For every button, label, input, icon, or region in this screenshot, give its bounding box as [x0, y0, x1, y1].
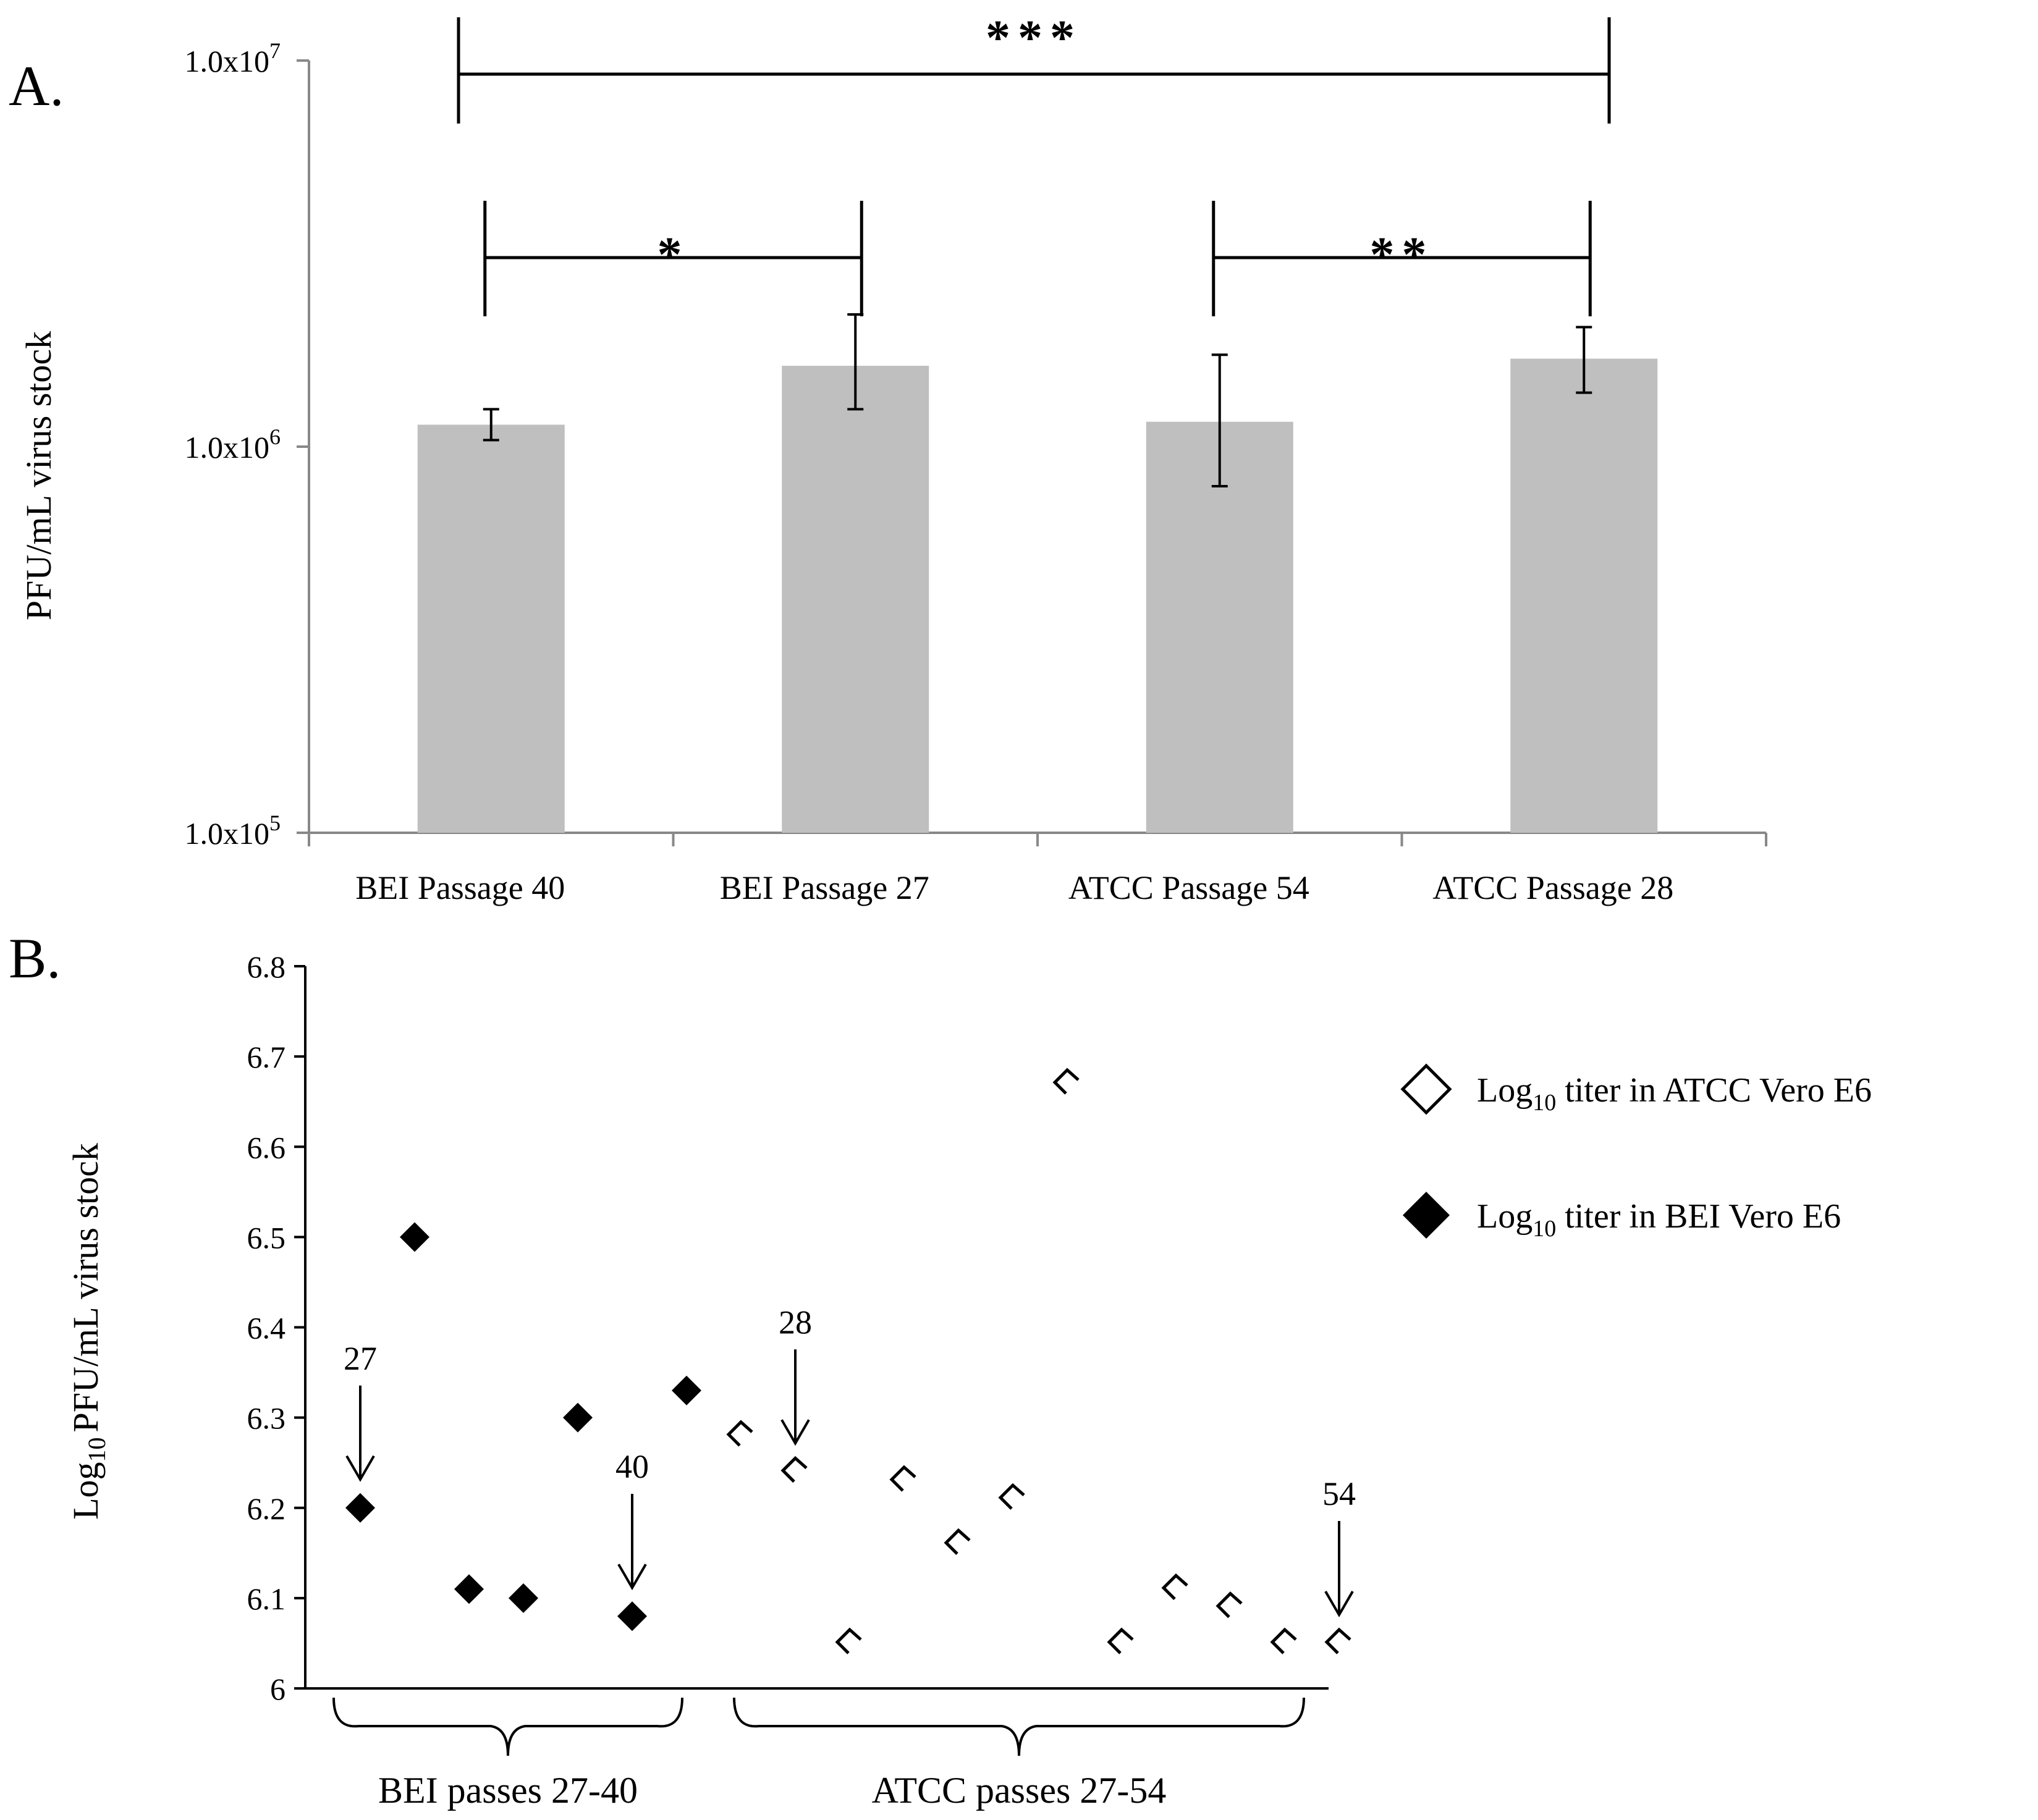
- legend-label-prefix: Log: [1477, 1197, 1533, 1236]
- panel-a-y-tick-exponent: 5: [269, 811, 281, 835]
- atcc-data-point: [1324, 1627, 1351, 1654]
- panel-a-bar: [1510, 358, 1658, 833]
- panel-a-label: A.: [9, 54, 64, 117]
- atcc-data-point: [1216, 1591, 1243, 1619]
- legend-bei-label: Log10 titer in BEI Vero E6: [1477, 1197, 1841, 1242]
- panel-b-y-tick-label: 6.7: [247, 1040, 286, 1074]
- panel-b-annotation-label: 27: [344, 1340, 377, 1377]
- panel-b-group-label: BEI passes 27-40: [378, 1770, 638, 1811]
- atcc-data-point: [1052, 1068, 1080, 1095]
- panel-a-y-tick-exponent: 6: [269, 424, 281, 449]
- legend-label-text: titer in ATCC Vero E6: [1556, 1071, 1872, 1110]
- panel-b-y-axis-title: Log10 PFU/mL virus stock: [66, 1143, 111, 1520]
- panel-b-group-brace: [733, 1697, 1305, 1756]
- legend-label-subscript: 10: [1533, 1090, 1556, 1116]
- panel-a-y-tick-base: 1.0x10: [185, 430, 270, 465]
- panel-a-y-tick-exponent: 7: [269, 38, 281, 63]
- panel-b-y-tick-label: 6.8: [247, 950, 286, 984]
- legend-label-subscript: 10: [1533, 1216, 1556, 1242]
- panel-a-category-label: BEI Passage 27: [720, 869, 929, 906]
- panel-a-category-label: BEI Passage 40: [355, 869, 565, 906]
- panel-b-y-tick-label: 6.4: [247, 1311, 286, 1346]
- panel-a-significance-brackets: * *****: [457, 11, 1611, 316]
- panel-a-y-tick-label: 1.0x106: [185, 424, 281, 465]
- panel-a-sig-label: **: [1370, 228, 1434, 282]
- panel-a-category-label: ATCC Passage 54: [1068, 869, 1309, 906]
- panel-b-y-axis-title-sub: 10: [83, 1437, 111, 1462]
- panel-b-annotation-label: 54: [1322, 1475, 1356, 1512]
- legend-label-text: titer in BEI Vero E6: [1556, 1197, 1841, 1236]
- panel-a-y-axis-title: PFU/mL virus stock: [19, 331, 59, 620]
- panel-b-scatter-chart: B. Log10PFU/mL virus stock 66.16.26.36.4…: [9, 927, 1872, 1811]
- atcc-data-point: [1161, 1573, 1188, 1601]
- panel-b-annotation-arrow-head: [1324, 1590, 1354, 1617]
- panel-b-annotation-label: 28: [779, 1304, 812, 1341]
- panel-b-points: [345, 1068, 1351, 1654]
- panel-b-group-brace: [332, 1697, 683, 1756]
- bei-data-point: [400, 1222, 429, 1252]
- bei-data-point: [617, 1601, 647, 1632]
- atcc-data-point: [726, 1420, 753, 1447]
- panel-b-y-ticks: 6 6.1 6.2 6.3 6.4 6.5 6.6 6.7 6.8: [247, 950, 305, 1706]
- bei-data-point: [345, 1493, 375, 1523]
- legend-label-prefix: Log: [1477, 1071, 1533, 1110]
- panel-a-bar: [782, 366, 929, 833]
- atcc-data-point: [835, 1627, 862, 1654]
- panel-a-bars: [417, 358, 1658, 833]
- panel-b-y-tick-label: 6.1: [247, 1582, 286, 1616]
- panel-a-y-tick-base: 1.0x10: [185, 44, 270, 78]
- panel-b-annotation-arrow-head: [780, 1419, 810, 1446]
- panel-b-y-tick-label: 6.6: [247, 1130, 286, 1165]
- panel-a-y-tick-label: 1.0x105: [185, 811, 281, 851]
- bei-data-point: [509, 1583, 538, 1613]
- panel-a-y-tick-base: 1.0x10: [185, 816, 270, 851]
- panel-b-y-tick-label: 6.3: [247, 1401, 286, 1436]
- legend-bei-marker: [1403, 1192, 1450, 1239]
- panel-a-category-label: ATCC Passage 28: [1432, 869, 1673, 906]
- panel-b-axes: [304, 966, 1329, 1690]
- bei-data-point: [563, 1402, 593, 1433]
- panel-b-y-axis-title-main: Log: [66, 1462, 106, 1519]
- panel-b-group-braces: BEI passes 27-40 ATCC passes 27-54: [332, 1697, 1305, 1811]
- panel-a-bar-chart: A. PFU/mL virus stock 1.0x1051.0x1061.0x…: [9, 11, 1767, 906]
- panel-a-bar: [417, 424, 565, 833]
- panel-b-annotation-arrow-head: [345, 1455, 375, 1482]
- panel-a-sig-label: ***: [986, 11, 1082, 65]
- panel-b-arrow-annotations: 27 40 28 54: [344, 1304, 1356, 1617]
- bei-data-point: [672, 1375, 701, 1405]
- atcc-data-point: [1270, 1627, 1297, 1654]
- panel-b-y-tick-label: 6.5: [247, 1220, 286, 1255]
- panel-a-error-bars: [483, 313, 1592, 487]
- panel-b-annotation-label: 40: [615, 1448, 649, 1485]
- atcc-data-point: [1107, 1627, 1134, 1654]
- legend-atcc-label: Log10 titer in ATCC Vero E6: [1477, 1071, 1872, 1116]
- panel-b-label: B.: [9, 927, 61, 990]
- panel-b-annotation-arrow-head: [617, 1564, 647, 1591]
- panel-a-sig-label: *: [657, 228, 690, 282]
- panel-a-bar: [1146, 421, 1293, 833]
- panel-b-group-label: ATCC passes 27-54: [872, 1770, 1167, 1811]
- atcc-data-point: [780, 1456, 808, 1483]
- panel-b-y-axis-title-rest: PFU/mL virus stock: [66, 1143, 106, 1432]
- atcc-data-point: [944, 1528, 971, 1555]
- panel-a-category-labels: BEI Passage 40 BEI Passage 27 ATCC Passage…: [355, 869, 1673, 906]
- legend-atcc-marker: [1400, 1063, 1452, 1115]
- panel-b-y-tick-label: 6.2: [247, 1491, 286, 1526]
- atcc-data-point: [998, 1483, 1025, 1510]
- panel-a-y-tick-label: 1.0x107: [185, 38, 281, 78]
- bei-data-point: [454, 1574, 484, 1604]
- atcc-data-point: [889, 1465, 916, 1492]
- panel-b-y-tick-label: 6: [270, 1672, 285, 1706]
